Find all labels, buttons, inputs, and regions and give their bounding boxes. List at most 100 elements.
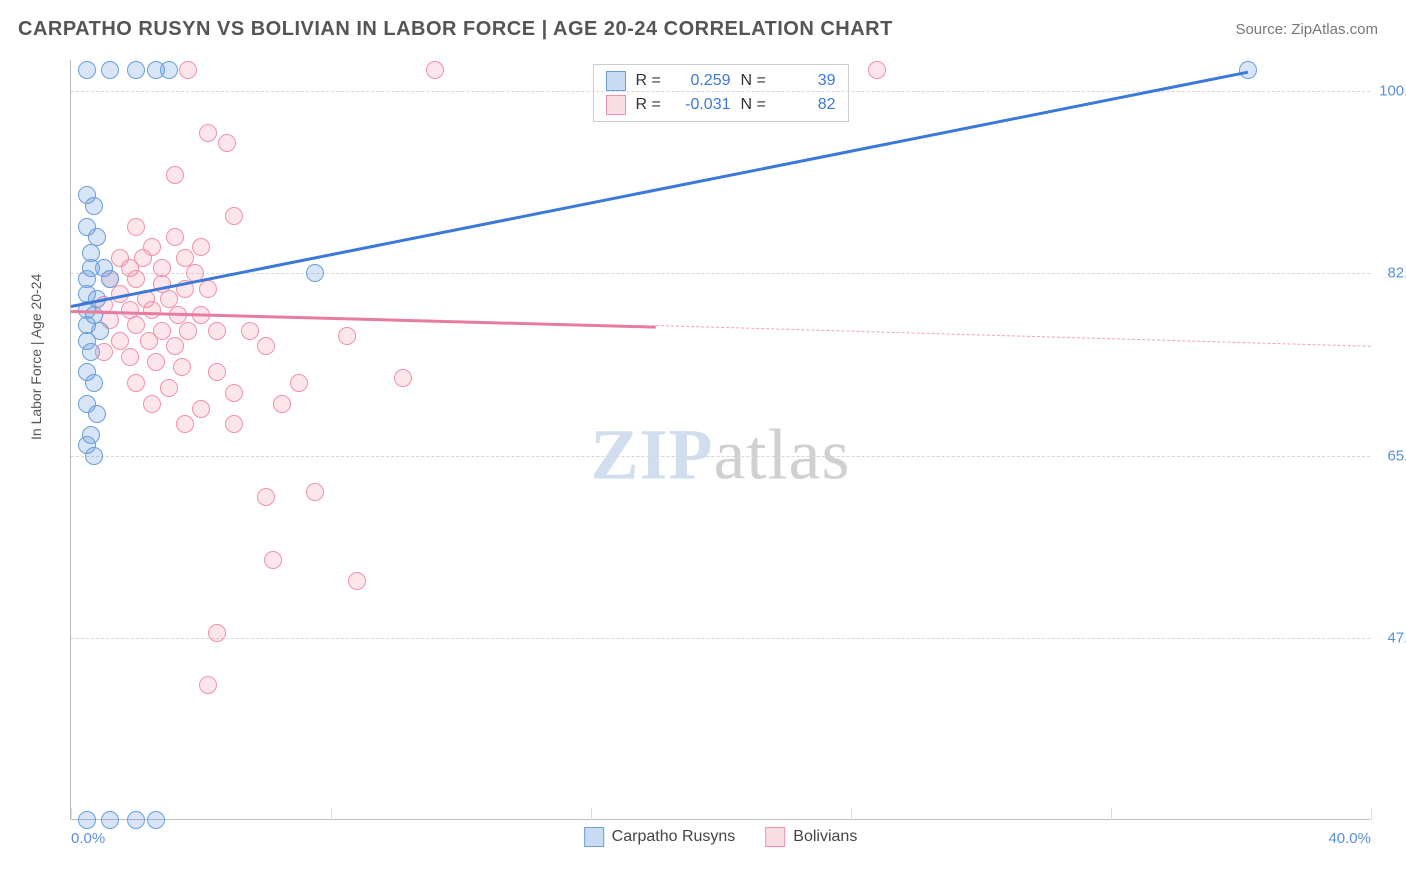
scatter-point-pink xyxy=(166,337,184,355)
scatter-point-blue xyxy=(88,405,106,423)
scatter-point-pink xyxy=(225,415,243,433)
scatter-point-pink xyxy=(179,61,197,79)
scatter-point-blue xyxy=(1239,61,1257,79)
x-tick-mark xyxy=(1371,808,1372,820)
scatter-point-pink xyxy=(208,363,226,381)
scatter-point-pink xyxy=(143,395,161,413)
scatter-point-blue xyxy=(127,811,145,829)
scatter-point-pink xyxy=(199,124,217,142)
scatter-point-pink xyxy=(208,624,226,642)
gridline-h xyxy=(71,91,1370,92)
scatter-point-pink xyxy=(160,379,178,397)
series-name-blue: Carpatho Rusyns xyxy=(612,828,736,846)
trendline-pink-dash xyxy=(656,325,1371,347)
y-tick-label: 82.5% xyxy=(1375,265,1406,282)
scatter-point-blue xyxy=(78,61,96,79)
x-tick-mark xyxy=(331,808,332,820)
scatter-point-blue xyxy=(306,264,324,282)
scatter-point-blue xyxy=(85,447,103,465)
legend-item-pink: Bolivians xyxy=(765,827,857,847)
swatch-pink xyxy=(765,827,785,847)
watermark-part2: atlas xyxy=(714,414,851,494)
scatter-point-pink xyxy=(348,572,366,590)
scatter-point-pink xyxy=(166,166,184,184)
r-label: R = xyxy=(636,96,666,114)
n-label: N = xyxy=(741,72,771,90)
scatter-point-pink xyxy=(121,348,139,366)
scatter-point-blue xyxy=(101,811,119,829)
scatter-point-pink xyxy=(140,332,158,350)
legend-row-pink: R = -0.031 N = 82 xyxy=(606,93,836,117)
scatter-point-pink xyxy=(218,134,236,152)
scatter-point-blue xyxy=(127,61,145,79)
r-value-blue: 0.259 xyxy=(676,72,731,90)
x-tick-mark xyxy=(71,808,72,820)
swatch-blue xyxy=(606,71,626,91)
scatter-point-pink xyxy=(338,327,356,345)
scatter-point-pink xyxy=(179,322,197,340)
x-tick-label: 0.0% xyxy=(71,830,105,847)
scatter-point-blue xyxy=(160,61,178,79)
source-attribution: Source: ZipAtlas.com xyxy=(1235,21,1378,38)
scatter-point-pink xyxy=(241,322,259,340)
gridline-h xyxy=(71,456,1370,457)
scatter-point-pink xyxy=(166,228,184,246)
scatter-point-pink xyxy=(192,400,210,418)
legend-row-blue: R = 0.259 N = 39 xyxy=(606,69,836,93)
series-legend: Carpatho Rusyns Bolivians xyxy=(584,827,858,847)
legend-item-blue: Carpatho Rusyns xyxy=(584,827,736,847)
scatter-point-blue xyxy=(101,61,119,79)
watermark-part1: ZIP xyxy=(591,414,714,494)
scatter-point-blue xyxy=(85,197,103,215)
chart-title: CARPATHO RUSYN VS BOLIVIAN IN LABOR FORC… xyxy=(18,18,893,41)
scatter-point-pink xyxy=(176,415,194,433)
swatch-blue xyxy=(584,827,604,847)
scatter-point-pink xyxy=(143,301,161,319)
scatter-point-pink xyxy=(127,316,145,334)
scatter-point-pink xyxy=(225,384,243,402)
r-value-pink: -0.031 xyxy=(676,96,731,114)
chart-container: In Labor Force | Age 20-24 ZIPatlas R = … xyxy=(40,60,1386,852)
scatter-point-pink xyxy=(199,676,217,694)
scatter-point-pink xyxy=(257,337,275,355)
swatch-pink xyxy=(606,95,626,115)
x-tick-mark xyxy=(851,808,852,820)
x-tick-label: 40.0% xyxy=(1328,830,1371,847)
scatter-point-blue xyxy=(85,374,103,392)
x-tick-mark xyxy=(591,808,592,820)
scatter-point-pink xyxy=(290,374,308,392)
scatter-point-pink xyxy=(868,61,886,79)
scatter-point-pink xyxy=(394,369,412,387)
scatter-point-pink xyxy=(199,280,217,298)
scatter-point-pink xyxy=(208,322,226,340)
r-label: R = xyxy=(636,72,666,90)
x-tick-mark xyxy=(1111,808,1112,820)
plot-area: ZIPatlas R = 0.259 N = 39 R = -0.031 N =… xyxy=(70,60,1370,820)
scatter-point-pink xyxy=(306,483,324,501)
scatter-point-pink xyxy=(173,358,191,376)
n-value-pink: 82 xyxy=(781,96,836,114)
scatter-point-pink xyxy=(426,61,444,79)
scatter-point-pink xyxy=(127,270,145,288)
scatter-point-blue xyxy=(78,811,96,829)
scatter-point-blue xyxy=(101,270,119,288)
n-value-blue: 39 xyxy=(781,72,836,90)
gridline-h xyxy=(71,638,1370,639)
scatter-point-blue xyxy=(82,343,100,361)
y-tick-label: 100.0% xyxy=(1375,83,1406,100)
scatter-point-pink xyxy=(127,218,145,236)
y-axis-label: In Labor Force | Age 20-24 xyxy=(28,274,44,440)
n-label: N = xyxy=(741,96,771,114)
scatter-point-pink xyxy=(127,374,145,392)
series-name-pink: Bolivians xyxy=(793,828,857,846)
gridline-h xyxy=(71,273,1370,274)
scatter-point-pink xyxy=(147,353,165,371)
y-tick-label: 47.5% xyxy=(1375,629,1406,646)
scatter-point-pink xyxy=(273,395,291,413)
scatter-point-pink xyxy=(264,551,282,569)
scatter-point-blue xyxy=(147,811,165,829)
scatter-point-pink xyxy=(225,207,243,225)
scatter-point-pink xyxy=(257,488,275,506)
y-tick-label: 65.0% xyxy=(1375,447,1406,464)
correlation-legend: R = 0.259 N = 39 R = -0.031 N = 82 xyxy=(593,64,849,122)
